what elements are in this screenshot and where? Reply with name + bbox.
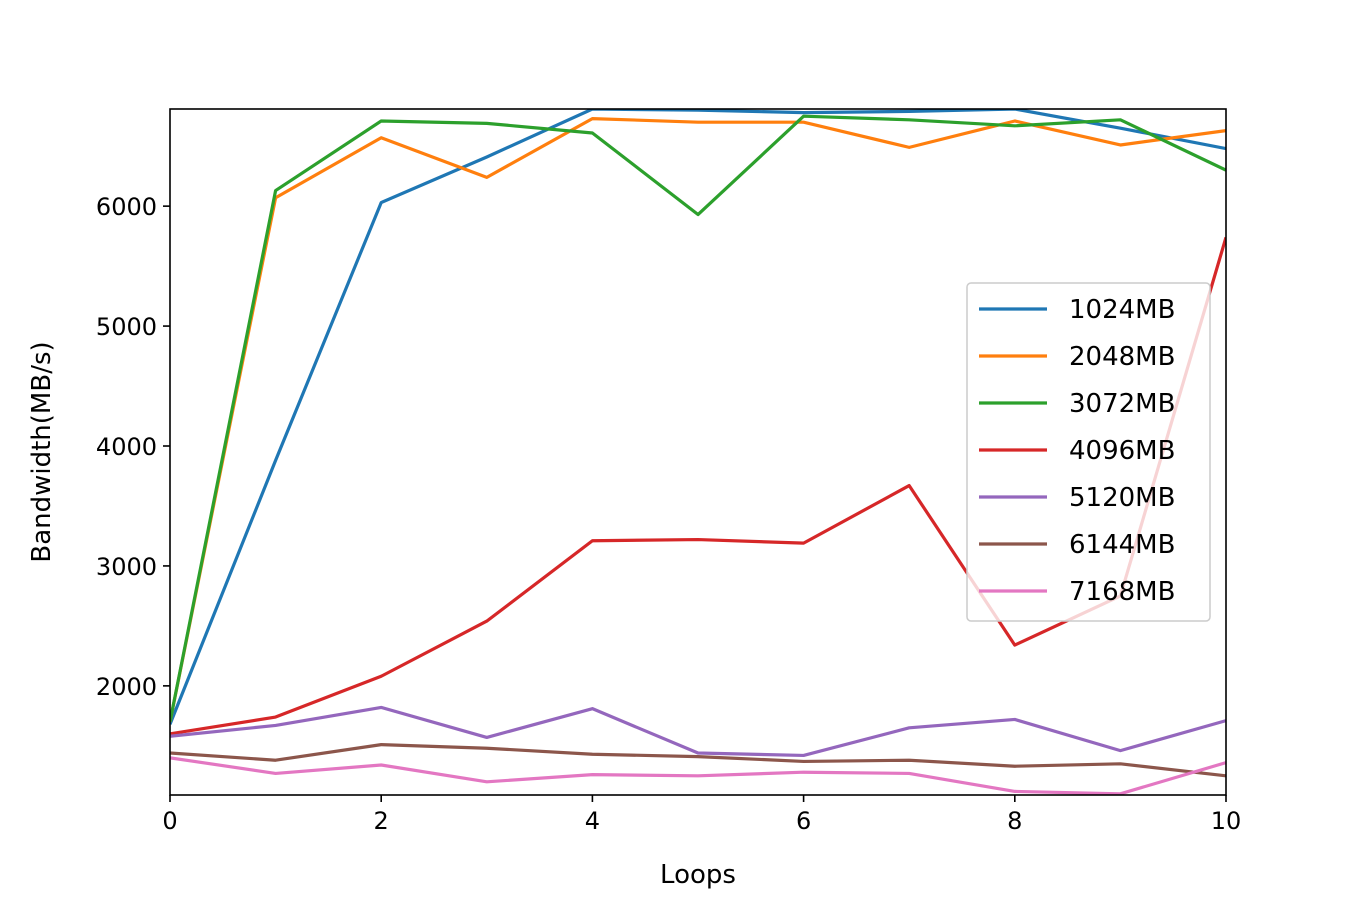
- y-axis: 2000 3000 4000 5000 6000: [96, 193, 170, 701]
- legend: 1024MB 2048MB 3072MB 4096MB 5120MB 6144MB 7168…: [966, 282, 1211, 622]
- series-line-4096MB: [170, 236, 1226, 736]
- series-line-2048MB: [170, 116, 1226, 723]
- series-line-3072MB: [170, 114, 1226, 723]
- x-tick-label: 6: [796, 807, 811, 835]
- legend-label: 5120MB: [1069, 483, 1175, 513]
- x-tick-label: 2: [374, 807, 389, 835]
- legend-label: 2048MB: [1069, 342, 1175, 372]
- x-tick-label: 4: [585, 807, 600, 835]
- y-axis-title: Bandwidth(MB/s): [27, 341, 57, 562]
- y-tick-label: 4000: [96, 433, 157, 461]
- series-line-5120MB: [170, 705, 1226, 758]
- legend-label: 1024MB: [1069, 295, 1175, 325]
- legend-label: 6144MB: [1069, 530, 1175, 560]
- x-tick-label: 0: [162, 807, 177, 835]
- x-axis-title: Loops: [660, 860, 736, 890]
- x-tick-label: 8: [1007, 807, 1022, 835]
- legend-label: 3072MB: [1069, 389, 1175, 419]
- y-tick-label: 6000: [96, 193, 157, 221]
- series-line-7168MB: [170, 756, 1226, 795]
- series-layer: [170, 109, 1226, 795]
- plot-frame: [169, 108, 1227, 796]
- x-axis: 0 2 4 6 8 10: [162, 795, 1241, 835]
- legend-box: [966, 282, 1211, 622]
- legend-label: 4096MB: [1069, 436, 1175, 466]
- series-line-1024MB: [170, 109, 1226, 725]
- y-tick-label: 5000: [96, 313, 157, 341]
- y-tick-label: 2000: [96, 673, 157, 701]
- legend-label: 7168MB: [1069, 577, 1175, 607]
- series-line-6144MB: [170, 743, 1226, 778]
- y-tick-label: 3000: [96, 553, 157, 581]
- x-tick-label: 10: [1211, 807, 1242, 835]
